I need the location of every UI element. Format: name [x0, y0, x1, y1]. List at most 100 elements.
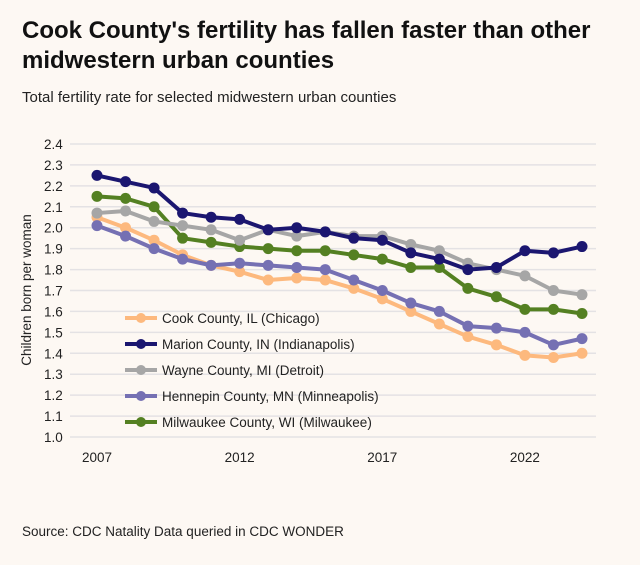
data-point — [576, 289, 588, 301]
data-point — [291, 245, 303, 257]
legend-item: Milwaukee County, WI (Milwaukee) — [125, 415, 372, 430]
legend-marker — [136, 313, 146, 323]
data-point — [348, 249, 360, 261]
data-point — [262, 243, 274, 255]
y-tick-label: 1.0 — [44, 430, 63, 445]
data-point — [319, 274, 331, 286]
data-point — [262, 259, 274, 271]
legend-item: Hennepin County, MN (Minneapolis) — [125, 389, 379, 404]
legend-marker — [136, 391, 146, 401]
legend-marker — [136, 339, 146, 349]
y-tick-label: 2.4 — [44, 137, 63, 152]
data-point — [433, 305, 445, 317]
data-point — [490, 322, 502, 334]
data-point — [348, 282, 360, 294]
data-point — [177, 232, 189, 244]
data-point — [376, 253, 388, 265]
x-tick-label: 2022 — [510, 450, 540, 465]
data-point — [376, 234, 388, 246]
y-tick-label: 1.4 — [44, 346, 63, 361]
data-point — [576, 347, 588, 359]
data-point — [234, 257, 246, 269]
chart-subtitle: Total fertility rate for selected midwes… — [22, 89, 397, 106]
data-point — [234, 234, 246, 246]
data-point — [177, 207, 189, 219]
data-point — [547, 303, 559, 315]
data-point — [462, 331, 474, 343]
source-note: Source: CDC Natality Data queried in CDC… — [22, 524, 344, 539]
data-point — [433, 245, 445, 257]
legend-label: Wayne County, MI (Detroit) — [162, 363, 324, 378]
data-point — [519, 245, 531, 257]
data-point — [177, 220, 189, 232]
data-point — [291, 261, 303, 273]
data-point — [120, 176, 132, 188]
legend-label: Milwaukee County, WI (Milwaukee) — [162, 415, 372, 430]
chart-title: Cook County's fertility has fallen faste… — [22, 17, 591, 74]
data-point — [519, 270, 531, 282]
y-tick-label: 1.5 — [44, 325, 63, 340]
data-point — [177, 253, 189, 265]
data-point — [148, 243, 160, 255]
data-point — [291, 230, 303, 242]
data-point — [462, 282, 474, 294]
data-point — [205, 224, 217, 236]
y-axis-label: Children born per woman — [19, 214, 34, 366]
data-point — [376, 293, 388, 305]
data-point — [576, 308, 588, 320]
data-point — [120, 192, 132, 204]
legend-marker — [136, 365, 146, 375]
legend-label: Marion County, IN (Indianapolis) — [162, 337, 355, 352]
data-point — [405, 261, 417, 273]
series-1 — [91, 169, 588, 276]
data-point — [120, 230, 132, 242]
data-point — [519, 303, 531, 315]
y-tick-label: 1.8 — [44, 263, 63, 278]
data-point — [319, 245, 331, 257]
data-point — [262, 274, 274, 286]
x-tick-label: 2017 — [367, 450, 397, 465]
data-point — [433, 318, 445, 330]
legend-item: Cook County, IL (Chicago) — [125, 311, 320, 326]
data-point — [462, 264, 474, 276]
y-tick-label: 2.0 — [44, 221, 63, 236]
y-tick-label: 1.3 — [44, 367, 63, 382]
data-point — [205, 211, 217, 223]
y-tick-label: 1.1 — [44, 409, 63, 424]
data-point — [405, 297, 417, 309]
data-point — [433, 253, 445, 265]
data-point — [576, 333, 588, 345]
series-line — [96, 173, 583, 272]
y-tick-label: 1.2 — [44, 388, 63, 403]
series-3 — [91, 220, 588, 351]
data-point — [348, 232, 360, 244]
data-point — [262, 224, 274, 236]
data-point — [91, 207, 103, 219]
data-point — [319, 264, 331, 276]
data-point — [433, 261, 445, 273]
x-tick-label: 2012 — [225, 450, 255, 465]
data-point — [490, 261, 502, 273]
legend-marker — [136, 417, 146, 427]
data-point — [120, 205, 132, 217]
data-point — [576, 241, 588, 253]
y-tick-label: 2.3 — [44, 158, 63, 173]
data-point — [490, 339, 502, 351]
legend-item: Wayne County, MI (Detroit) — [125, 363, 324, 378]
data-point — [291, 272, 303, 284]
y-tick-label: 2.2 — [44, 179, 63, 194]
data-point — [490, 291, 502, 303]
data-point — [148, 201, 160, 213]
data-point — [120, 222, 132, 234]
data-point — [291, 222, 303, 234]
y-tick-label: 1.9 — [44, 242, 63, 257]
data-point — [405, 305, 417, 317]
legend-label: Hennepin County, MN (Minneapolis) — [162, 389, 379, 404]
data-point — [519, 349, 531, 361]
data-point — [547, 247, 559, 259]
data-point — [547, 351, 559, 363]
y-tick-label: 1.6 — [44, 304, 63, 319]
data-point — [405, 238, 417, 250]
